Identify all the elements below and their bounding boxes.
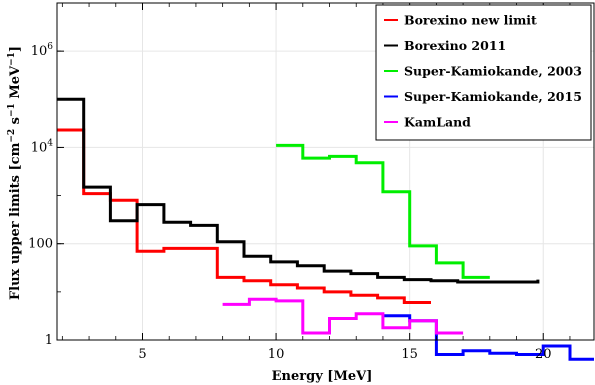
series-line-borexino-new-limit (57, 128, 431, 304)
x-axis-title: Energy [MeV] (272, 369, 373, 384)
legend-item-super-kamiokande-2015: Super-Kamiokande, 2015 (384, 89, 582, 104)
series-super-kamiokande-2003 (276, 143, 490, 279)
series-line-borexino-2011 (57, 97, 540, 284)
series-line-kamland (222, 297, 464, 335)
y-tick-label: 100 (28, 237, 53, 252)
y-axis-title: Flux upper limits [cm−2 s−1 MeV−1] (7, 46, 23, 300)
y-tick-label: 1 (45, 333, 53, 348)
series-line-super-kamiokande-2003 (276, 143, 490, 279)
legend-item-borexino-new-limit: Borexino new limit (384, 13, 537, 28)
x-tick-label: 10 (268, 347, 285, 362)
y-tick-label: 106 (31, 42, 54, 59)
legend-label: Borexino 2011 (404, 38, 506, 53)
legend: Borexino new limit Borexino 2011 Super-Kam… (375, 4, 592, 141)
series-kamland (222, 297, 464, 335)
tick-labels: 5 10 15 20 1 100 104 106 (28, 42, 551, 362)
legend-label: Super-Kamiokande, 2015 (404, 89, 582, 104)
y-tick-label: 104 (31, 138, 54, 155)
legend-item-borexino-2011: Borexino 2011 (384, 38, 506, 53)
legend-box (375, 4, 592, 141)
legend-label: Borexino new limit (404, 13, 537, 28)
series-layer (57, 97, 594, 361)
legend-label: Super-Kamiokande, 2003 (404, 64, 582, 79)
x-tick-label: 20 (535, 347, 552, 362)
legend-label: KamLand (404, 115, 471, 130)
legend-item-super-kamiokande-2003: Super-Kamiokande, 2003 (384, 64, 582, 79)
x-tick-label: 15 (401, 347, 418, 362)
legend-item-kamland: KamLand (384, 115, 471, 130)
x-tick-label: 5 (138, 347, 146, 362)
series-borexino-new-limit (57, 128, 431, 304)
series-borexino-2011 (57, 97, 540, 284)
plot-frame (56, 2, 595, 341)
